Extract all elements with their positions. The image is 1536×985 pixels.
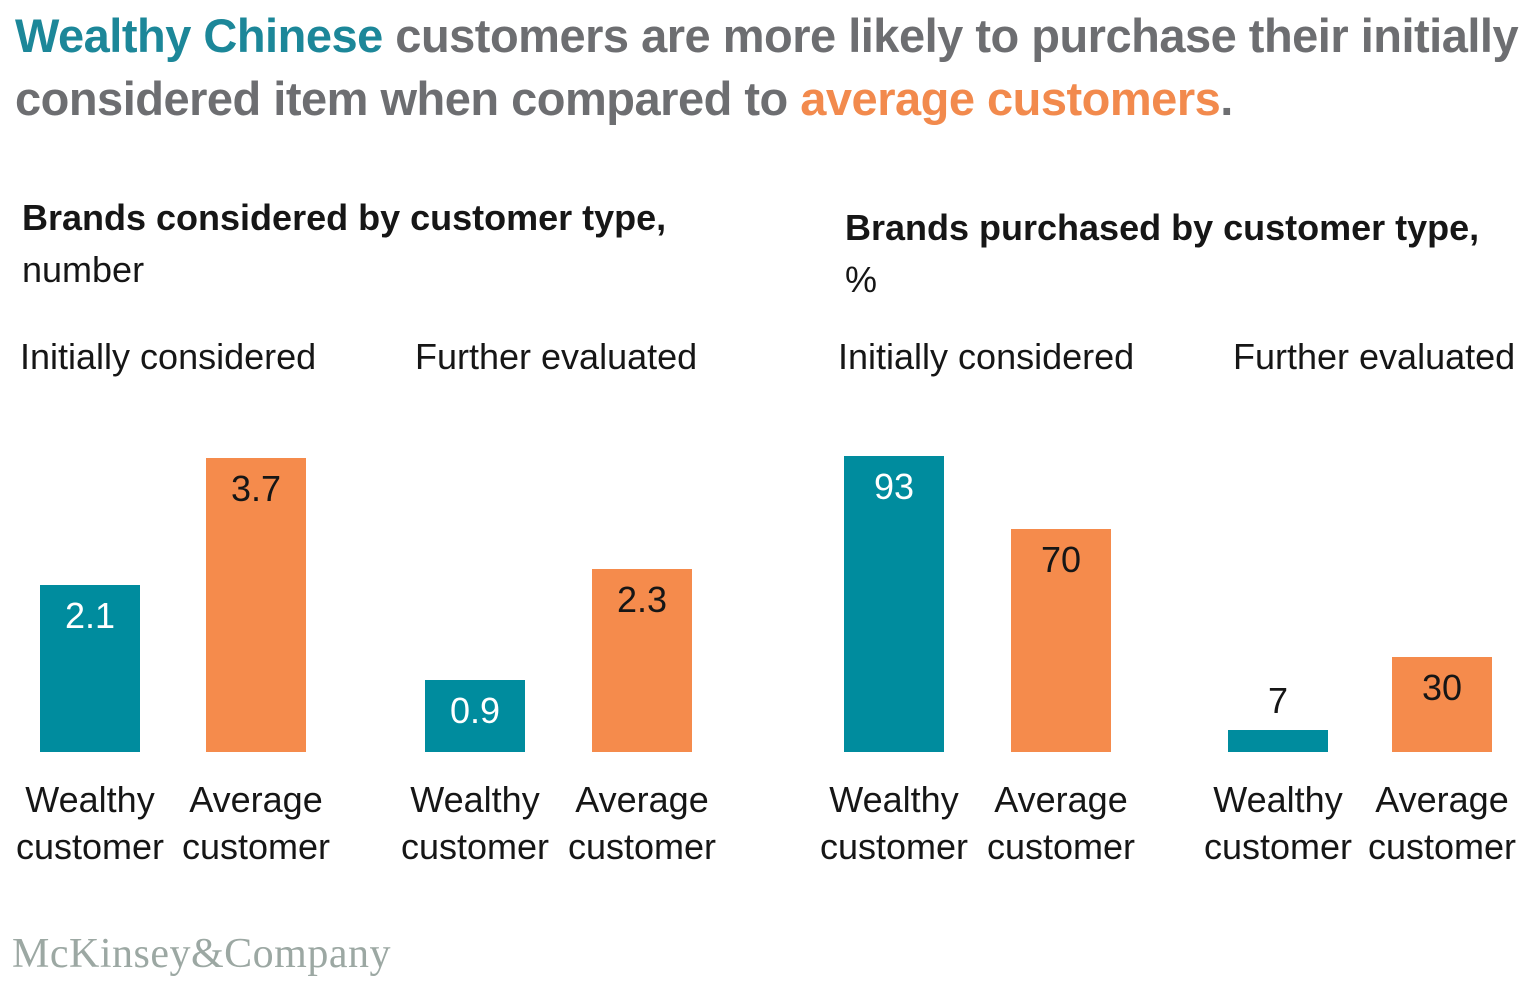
chart0-group1-value-average: 2.3 <box>616 579 668 620</box>
left-chart-unit-label: number <box>22 249 145 290</box>
chart1-group0-bar-wealthy: 93 <box>844 456 944 752</box>
chart0-group0-category-wealthy: Wealthy customer <box>15 779 165 867</box>
chart0-group0-category-average: Average customer <box>181 779 331 867</box>
chart0-group1-value-wealthy: 0.9 <box>449 690 501 731</box>
chart1-group1-bar-average: 30 <box>1392 657 1492 752</box>
chart1-group0-category-wealthy: Wealthy customer <box>819 779 969 867</box>
chart1-group0-value-wealthy: 93 <box>873 466 915 507</box>
chart0-group1-bar-wealthy: 0.9 <box>425 680 525 752</box>
chart0-group-label-0: Initially considered <box>20 336 317 377</box>
chart1-group-label-1: Further evaluated <box>1233 336 1516 377</box>
title-segment-average-customers: average customers <box>800 72 1221 125</box>
chart0-group1-category-wealthy: Wealthy customer <box>400 779 550 867</box>
chart1-group1-bar-wealthy: 7 <box>1228 680 1328 752</box>
chart0-group1-category-average: Average customer <box>567 779 717 867</box>
mckinsey-company-logo: McKinsey&Company <box>12 931 391 977</box>
chart1-group0-value-average: 70 <box>1040 539 1082 580</box>
title-segment-body: customers are more likely to purchase th… <box>15 9 1519 125</box>
left-chart-header: Brands considered by customer type, numb… <box>22 192 666 296</box>
title-segment-wealthy-chinese: Wealthy Chinese <box>15 9 383 62</box>
chart0-group-label-1: Further evaluated <box>415 336 698 377</box>
chart1-group1-category-average: Average customer <box>1367 779 1517 867</box>
chart1-group1-category-wealthy: Wealthy customer <box>1203 779 1353 867</box>
chart0-group0-bar-average: 3.7 <box>206 458 306 752</box>
right-chart-title: Brands purchased by customer type, <box>845 207 1480 248</box>
title-segment-period: . <box>1220 72 1233 125</box>
chart1-group0-bar-average: 70 <box>1011 529 1111 752</box>
left-chart-title: Brands considered by customer type, <box>22 197 667 238</box>
chart0-group1-bar-average: 2.3 <box>592 569 692 752</box>
chart0-group0-value-wealthy: 2.1 <box>64 595 116 636</box>
chart1-group0-category-average: Average customer <box>986 779 1136 867</box>
chart0-group0-bar-wealthy: 2.1 <box>40 585 140 752</box>
chart1-group1-value-average: 30 <box>1421 667 1463 708</box>
chart1-group-label-0: Initially considered <box>838 336 1135 377</box>
chart0-group0-value-average: 3.7 <box>230 468 282 509</box>
chart1-group1-value-wealthy: 7 <box>1267 680 1289 721</box>
right-chart-unit-label: % <box>845 259 878 300</box>
right-chart-header: Brands purchased by customer type, % <box>845 202 1479 306</box>
page-title: Wealthy Chinese customers are more likel… <box>15 4 1535 130</box>
